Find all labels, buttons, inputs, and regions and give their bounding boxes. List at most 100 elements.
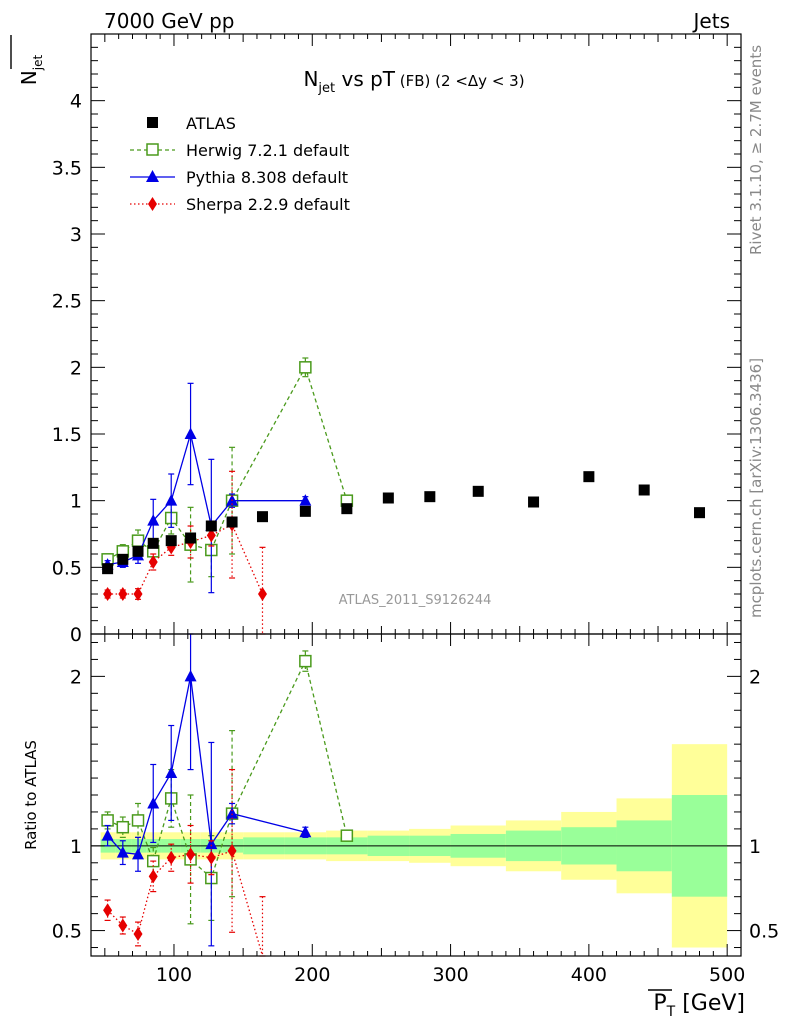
category-label: Jets bbox=[692, 9, 730, 33]
ylabel-sub: jet bbox=[31, 55, 45, 72]
ratio-sherpa-point bbox=[227, 843, 237, 858]
ratio-y-label: Ratio to ATLAS bbox=[22, 740, 40, 850]
x-tick-label: 300 bbox=[432, 964, 468, 986]
main-pythia-point bbox=[299, 494, 312, 506]
ratio-herwig-point bbox=[131, 814, 145, 827]
main-herwig-point bbox=[131, 534, 145, 547]
main-sherpa-point bbox=[103, 587, 113, 601]
y-axis-label: Njet bbox=[17, 55, 45, 86]
ratio-pythia-point bbox=[184, 669, 197, 682]
xlabel-rest: [GeV] bbox=[675, 991, 745, 1016]
main-data-point bbox=[117, 553, 129, 565]
rivet-label: Rivet 3.1.10, ≥ 2.7M events bbox=[747, 45, 765, 255]
ratio-pythia-point bbox=[299, 825, 312, 838]
energy-label: 7000 GeV pp bbox=[104, 9, 235, 33]
ratio-reference-bands bbox=[91, 744, 741, 948]
x-tick-label: 100 bbox=[156, 964, 192, 986]
x-tick-label: 400 bbox=[571, 964, 607, 986]
y-tick-label: 1 bbox=[70, 491, 82, 513]
main-data-point bbox=[694, 507, 706, 519]
y-tick-label: 2.5 bbox=[52, 291, 82, 313]
mcplots-label: mcplots.cern.ch [arXiv:1306.3436] bbox=[747, 358, 765, 618]
main-data-point bbox=[299, 505, 311, 517]
ratio-pythia-point bbox=[116, 846, 129, 858]
main-sherpa-point bbox=[133, 587, 143, 601]
main-pythia-point bbox=[147, 514, 160, 526]
main-pythia-series bbox=[101, 382, 312, 594]
series-layer bbox=[101, 357, 706, 957]
title-rest: vs pT bbox=[335, 67, 396, 91]
title-sub: jet bbox=[317, 81, 335, 96]
ratio-y-tick-label: 1 bbox=[70, 836, 82, 858]
ratio-herwig-point bbox=[299, 654, 312, 668]
main-pythia-point bbox=[165, 494, 178, 506]
main-data-point bbox=[185, 532, 197, 544]
main-sherpa-point bbox=[148, 555, 158, 569]
ylabel-main: N bbox=[17, 70, 41, 85]
main-herwig-point bbox=[299, 361, 312, 374]
chart-title: Njet vs pT (FB) (2 <Δy < 3) bbox=[303, 67, 524, 96]
main-herwig-line bbox=[107, 365, 348, 560]
legend: ATLAS Herwig 7.2.1 default Pythia 8.308 … bbox=[130, 114, 350, 214]
ratio-sherpa-point bbox=[186, 847, 196, 862]
ratio-herwig-line bbox=[107, 659, 348, 880]
main-sherpa-point bbox=[206, 528, 216, 543]
legend-label-herwig: Herwig 7.2.1 default bbox=[186, 141, 349, 160]
main-pythia-point bbox=[184, 427, 197, 439]
title-small: (FB) (2 <Δy < 3) bbox=[395, 72, 525, 90]
main-data-point bbox=[583, 471, 595, 483]
ratio-panel-frame bbox=[90, 633, 742, 957]
y-tick-label: 3.5 bbox=[52, 157, 82, 179]
ratio-sherpa-point bbox=[133, 926, 143, 941]
ratio-sherpa-line bbox=[107, 850, 264, 957]
main-data-point bbox=[424, 491, 436, 503]
ratio-sherpa-series bbox=[103, 768, 266, 957]
main-data-point bbox=[226, 516, 238, 528]
xlabel-sub: T bbox=[666, 1004, 676, 1020]
main-sherpa-point bbox=[118, 587, 128, 601]
main-data-point bbox=[472, 485, 484, 497]
main-data-point bbox=[256, 511, 268, 523]
ratio-herwig-point bbox=[340, 829, 354, 842]
ratio-pythia-point bbox=[205, 837, 218, 850]
legend-marker-pythia bbox=[146, 170, 159, 182]
ratio-pythia-point bbox=[226, 807, 239, 819]
ratio-y-tick-label-right: 1 bbox=[749, 836, 761, 858]
y-tick-label: 2 bbox=[70, 357, 82, 379]
ratio-pythia-point bbox=[147, 796, 160, 809]
xlabel-main: P bbox=[653, 991, 666, 1016]
y-tick-label: 3 bbox=[70, 224, 82, 246]
legend-marker-sherpa bbox=[148, 197, 157, 211]
main-data-point bbox=[205, 520, 217, 532]
main-data-point bbox=[638, 484, 650, 496]
y-tick-label: 0.5 bbox=[52, 557, 82, 579]
y-tick-label: 1.5 bbox=[52, 424, 82, 446]
analysis-watermark: ATLAS_2011_S9126244 bbox=[339, 593, 492, 608]
title-main: N bbox=[303, 67, 318, 91]
ratio-sherpa-point bbox=[206, 850, 216, 865]
axes-layer: 100 200 300 400 500 0 0.5 1 1.5 2 2.5 3 3.5 4 0.5 0.5 1 1… bbox=[52, 34, 779, 986]
ratio-pythia-point bbox=[132, 847, 145, 860]
main-data-point bbox=[147, 537, 159, 549]
ratio-sherpa-point bbox=[118, 918, 128, 933]
ratio-y-tick-label-right: 2 bbox=[749, 666, 761, 688]
ratio-herwig-series bbox=[101, 650, 354, 925]
x-tick-label: 200 bbox=[294, 964, 330, 986]
main-sherpa-point bbox=[257, 587, 267, 601]
ratio-y-tick-label: 2 bbox=[70, 666, 82, 688]
legend-label-atlas: ATLAS bbox=[186, 114, 236, 133]
main-data-point bbox=[132, 545, 144, 557]
ratio-pythia-line bbox=[107, 676, 306, 856]
ratio-pythia-series bbox=[101, 633, 312, 947]
ratio-y-tick-label: 0.5 bbox=[52, 921, 82, 943]
main-sherpa-line bbox=[107, 523, 264, 595]
y-tick-label: 4 bbox=[70, 91, 82, 113]
legend-marker-herwig bbox=[146, 143, 159, 156]
ratio-pythia-point bbox=[165, 766, 178, 778]
main-data-point bbox=[341, 503, 353, 515]
legend-label-pythia: Pythia 8.308 default bbox=[186, 168, 348, 187]
ratio-herwig-point bbox=[116, 820, 130, 834]
x-tick-label: 500 bbox=[709, 964, 745, 986]
ratio-y-tick-label-right: 0.5 bbox=[749, 921, 779, 943]
